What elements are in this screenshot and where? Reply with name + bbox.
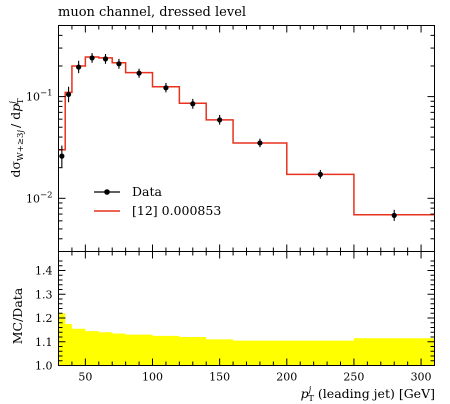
- data-point: [76, 64, 82, 70]
- y-tick-label-exp: −1: [40, 89, 53, 99]
- ratio-y-tick-label: 1.4: [35, 265, 53, 278]
- x-tick-label: 200: [276, 371, 297, 384]
- data-point: [257, 140, 263, 146]
- main-axes: 10−210−1: [26, 25, 435, 252]
- chart-title: muon channel, dressed level: [58, 5, 246, 20]
- y-label-mid: / d: [8, 112, 23, 128]
- main-plot-area: [58, 53, 435, 221]
- x-tick-label: 300: [411, 371, 432, 384]
- data-point: [65, 91, 72, 98]
- x-tick-label: 50: [78, 371, 92, 384]
- data-point: [190, 101, 196, 107]
- main-panel-frame: [58, 25, 435, 252]
- ratio-y-tick-label: 1.3: [35, 288, 53, 301]
- main-y-axis-label: dσW+≥3j/ dpjT: [8, 98, 26, 177]
- y-label-dsigma: dσ: [8, 161, 23, 178]
- x-label-p: p: [301, 386, 309, 401]
- data-point: [116, 61, 122, 67]
- data-point: [59, 153, 65, 159]
- legend-mc-label: [12] 0.000853: [132, 203, 221, 218]
- mc-step-line: [58, 56, 435, 216]
- data-point: [217, 117, 223, 123]
- y-label-sub1: W+≥3: [16, 133, 26, 161]
- y-tick-label-exp: −2: [40, 190, 53, 200]
- y-label-sub1-j: j: [16, 130, 26, 135]
- data-point: [163, 85, 169, 91]
- ratio-y-axis-label: MC/Data: [10, 287, 25, 344]
- data-point: [102, 56, 109, 62]
- mc-ratio-band: [58, 313, 435, 366]
- y-tick-label-base: 10: [26, 91, 40, 104]
- ratio-axes: 50 100 150 200 250 300 1.0 1.1 1.2 1.3 1.4: [35, 251, 435, 384]
- x-tick-label: 150: [209, 371, 230, 384]
- ratio-y-tick-label: 1.0: [35, 360, 53, 373]
- legend-data-marker: [104, 189, 110, 195]
- ratio-plot-area: [58, 313, 435, 366]
- legend-data-label: Data: [132, 184, 162, 199]
- data-point: [136, 70, 142, 76]
- ratio-y-tick-label: 1.2: [35, 312, 53, 325]
- data-point: [391, 212, 397, 218]
- y-label-p: p: [8, 104, 23, 112]
- data-point: [317, 171, 323, 177]
- x-tick-label: 100: [142, 371, 163, 384]
- legend: Data [12] 0.000853: [94, 184, 221, 218]
- data-point: [89, 55, 95, 61]
- x-label-sub: T: [308, 394, 314, 404]
- y-tick-label: 10−1: [26, 89, 53, 104]
- x-label-rest: (leading jet) [GeV]: [314, 386, 435, 401]
- y-tick-label: 10−2: [26, 190, 53, 205]
- x-label-sup: j: [307, 385, 312, 395]
- x-tick-label: 250: [343, 371, 364, 384]
- y-label-sub2: T: [16, 98, 26, 104]
- x-axis-label: pj T (leading jet) [GeV]: [301, 385, 435, 404]
- ratio-y-tick-label: 1.1: [35, 336, 53, 349]
- y-tick-label-base: 10: [26, 192, 40, 205]
- y-label-sup: j: [8, 101, 18, 106]
